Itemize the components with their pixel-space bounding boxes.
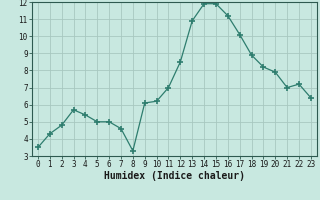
X-axis label: Humidex (Indice chaleur): Humidex (Indice chaleur) [104, 171, 245, 181]
